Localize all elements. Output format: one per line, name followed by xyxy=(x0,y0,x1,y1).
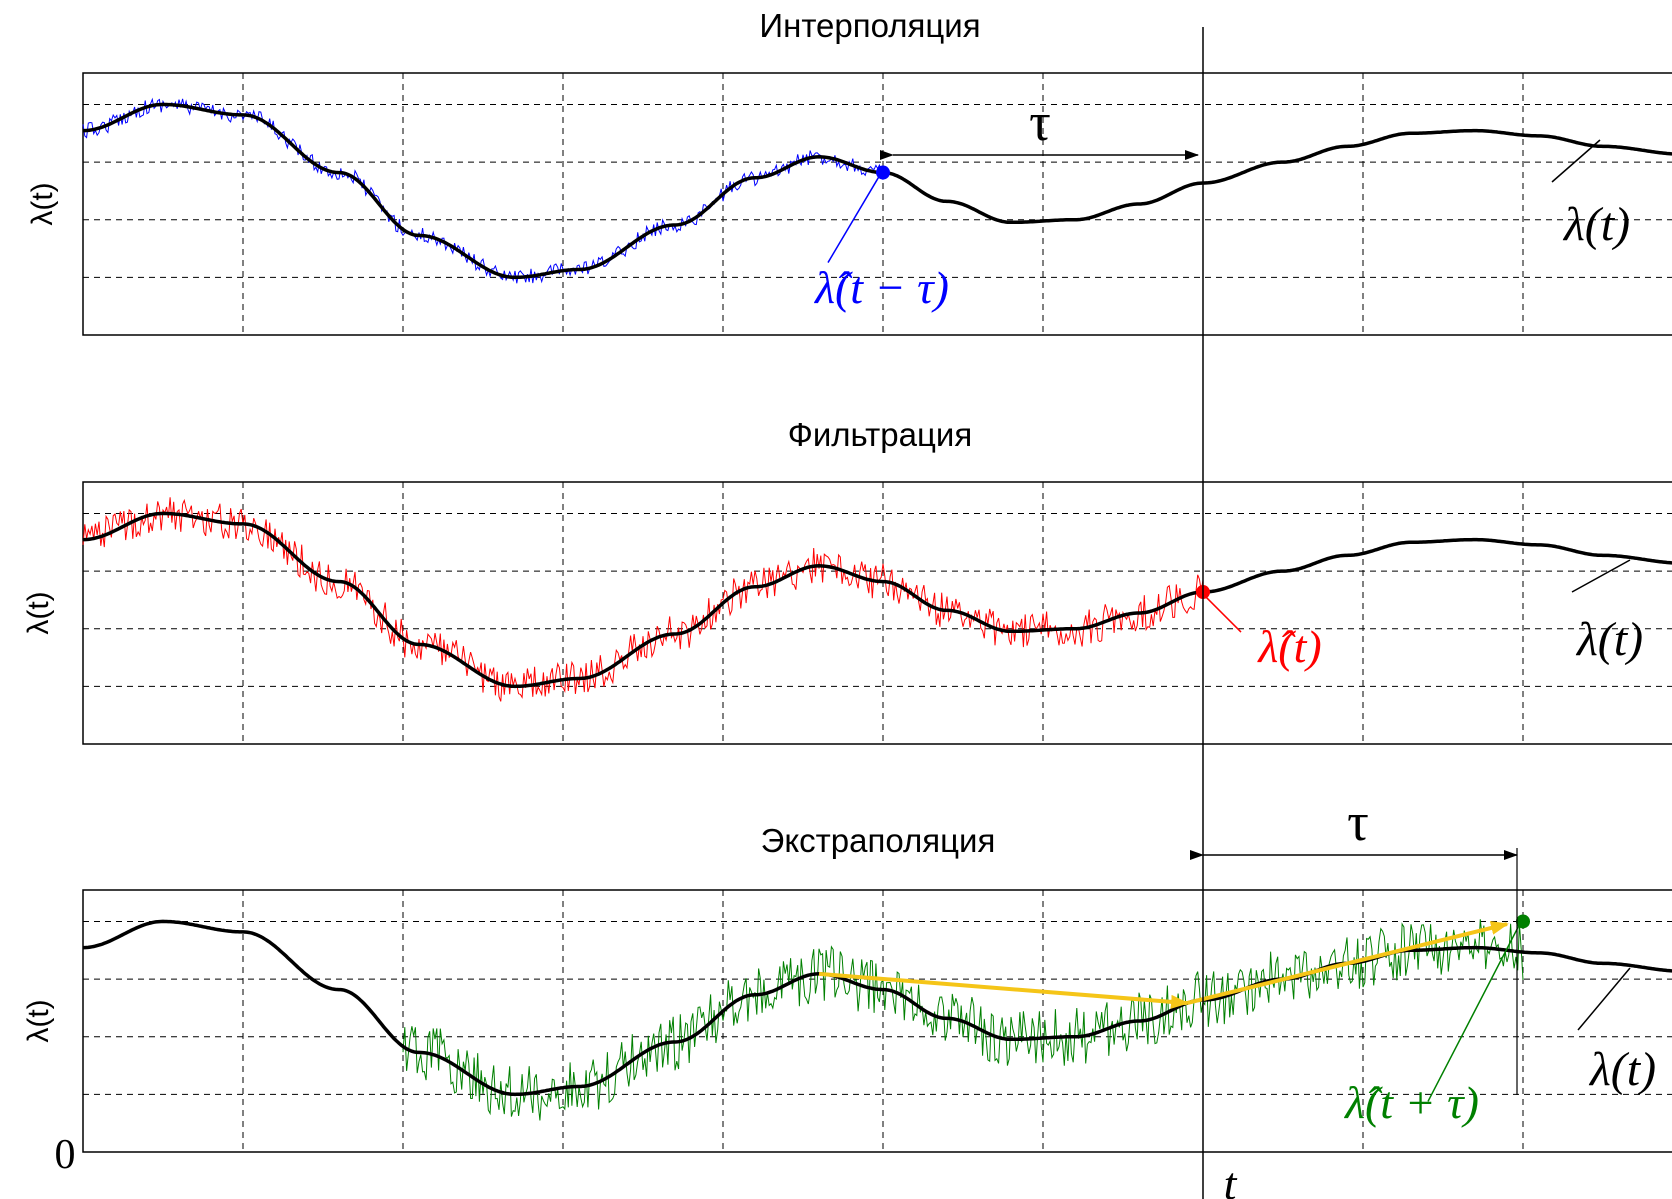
estimate-label: λ̂(t − τ) xyxy=(813,262,949,313)
prediction-arrow xyxy=(818,971,1189,1009)
signal-label: λ(t) xyxy=(1562,198,1630,251)
panel-interpolation: Интерполяция λ(t) τ λ̂(t − τ) λ(t) xyxy=(26,7,1672,336)
panel-title: Интерполяция xyxy=(759,7,980,44)
signal-label: λ(t) xyxy=(1588,1043,1656,1096)
signal-leader-line xyxy=(1571,559,1631,593)
panel-filtration: Фильтрация λ(t) λ̂(t) λ(t) xyxy=(22,416,1672,745)
grid xyxy=(83,482,1672,744)
plot-frame xyxy=(82,481,1672,745)
estimate-noisy-line xyxy=(402,919,1524,1121)
estimate-leader-line xyxy=(1204,595,1242,633)
panel-title: Фильтрация xyxy=(788,416,972,453)
tau-label: τ xyxy=(1029,92,1051,152)
tau-label: τ xyxy=(1347,792,1369,852)
estimate-label: λ̂(t + τ) xyxy=(1343,1077,1479,1128)
estimate-leader-line xyxy=(1427,925,1520,1102)
grid xyxy=(83,890,1672,1152)
y-axis-label: λ(t) xyxy=(26,182,59,225)
panel-title: Экстраполяция xyxy=(761,822,996,859)
estimate-point xyxy=(876,165,890,180)
signal-label: λ(t) xyxy=(1575,613,1643,666)
panel-extrapolation: Экстраполяция λ(t) τ λ̂(t + τ) λ(t) 0 xyxy=(22,792,1672,1178)
current-time-label: t xyxy=(1224,1158,1238,1199)
signal-leader-line xyxy=(1577,967,1631,1031)
y-axis-label: λ(t) xyxy=(22,591,55,634)
estimate-noisy-line xyxy=(82,497,1204,702)
y-axis-label: λ(t) xyxy=(22,999,55,1042)
prediction-arrow xyxy=(1186,921,1509,1006)
true-signal-line xyxy=(83,102,1672,280)
estimate-label: λ̂(t) xyxy=(1256,621,1321,672)
estimate-noisy-line xyxy=(82,97,884,284)
estimate-point xyxy=(1516,914,1530,929)
grid xyxy=(83,73,1672,335)
signal-leader-line xyxy=(1551,139,1601,183)
estimate-leader-line xyxy=(827,176,880,263)
true-signal-line xyxy=(83,919,1672,1097)
y-origin-label: 0 xyxy=(55,1132,76,1178)
true-signal-line xyxy=(83,511,1672,689)
